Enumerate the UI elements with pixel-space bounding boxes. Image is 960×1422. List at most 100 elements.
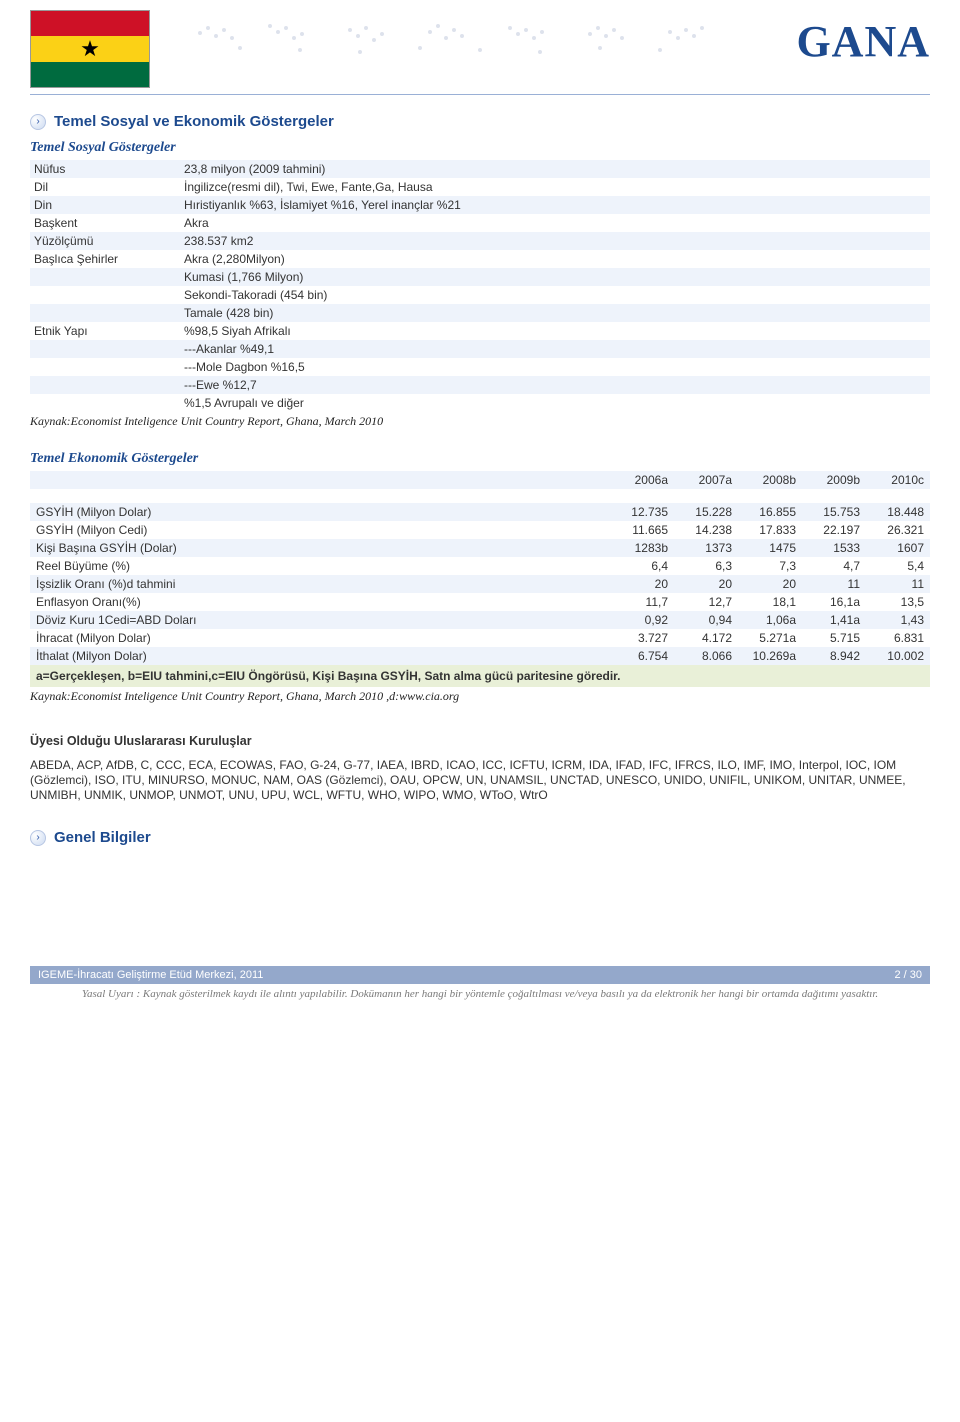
row-label — [30, 376, 180, 394]
table-row: Döviz Kuru 1Cedi=ABD Doları0,920,941,06a… — [30, 611, 930, 629]
metric-label: Döviz Kuru 1Cedi=ABD Doları — [30, 611, 610, 629]
table-row: GSYİH (Milyon Dolar)12.73515.22816.85515… — [30, 503, 930, 521]
subhead-econ: Temel Ekonomik Göstergeler — [30, 451, 930, 467]
table-row: GSYİH (Milyon Cedi)11.66514.23817.83322.… — [30, 521, 930, 539]
metric-label: İşsizlik Oranı (%)d tahmini — [30, 575, 610, 593]
col-year: 2010c — [866, 471, 930, 489]
cell: 11,7 — [610, 593, 674, 611]
table-row: Etnik Yapı%98,5 Siyah Afrikalı — [30, 322, 930, 340]
table-row: İhracat (Milyon Dolar)3.7274.1725.271a5.… — [30, 629, 930, 647]
row-value: 23,8 milyon (2009 tahmini) — [180, 160, 930, 178]
cell: 15.753 — [802, 503, 866, 521]
cell: 11 — [866, 575, 930, 593]
row-value: %98,5 Siyah Afrikalı — [180, 322, 930, 340]
table-row: ---Akanlar %49,1 — [30, 340, 930, 358]
cell: 0,94 — [674, 611, 738, 629]
row-label: Nüfus — [30, 160, 180, 178]
metric-label: İhracat (Milyon Dolar) — [30, 629, 610, 647]
social-indicators-table: Nüfus23,8 milyon (2009 tahmini) Dilİngil… — [30, 160, 930, 412]
header-divider — [30, 94, 930, 95]
row-label: Din — [30, 196, 180, 214]
row-value: %1,5 Avrupalı ve diğer — [180, 394, 930, 412]
country-name: GANA — [796, 16, 930, 67]
table-row: İşsizlik Oranı (%)d tahmini2020201111 — [30, 575, 930, 593]
source-note-1: Kaynak:Economist Inteligence Unit Countr… — [30, 414, 930, 429]
econ-footnote: a=Gerçekleşen, b=EIU tahmini,c=EIU Öngör… — [30, 665, 930, 687]
table-row: ---Mole Dagbon %16,5 — [30, 358, 930, 376]
cell: 13,5 — [866, 593, 930, 611]
section-title: Genel Bilgiler — [54, 829, 151, 846]
metric-label: Enflasyon Oranı(%) — [30, 593, 610, 611]
table-row: DinHıristiyanlık %63, İslamiyet %16, Yer… — [30, 196, 930, 214]
cell: 3.727 — [610, 629, 674, 647]
row-label: Yüzölçümü — [30, 232, 180, 250]
cell: 5.715 — [802, 629, 866, 647]
metric-label: Kişi Başına GSYİH (Dolar) — [30, 539, 610, 557]
col-year: 2008b — [738, 471, 802, 489]
table-row: İthalat (Milyon Dolar)6.7548.06610.269a8… — [30, 647, 930, 665]
cell: 18,1 — [738, 593, 802, 611]
footer-bar: IGEME-İhracatı Geliştirme Etüd Merkezi, … — [30, 966, 930, 984]
cell: 8.942 — [802, 647, 866, 665]
table-row: Yüzölçümü238.537 km2 — [30, 232, 930, 250]
row-value: Tamale (428 bin) — [180, 304, 930, 322]
col-metric — [30, 471, 610, 489]
cell: 10.002 — [866, 647, 930, 665]
section-heading-social-econ: › Temel Sosyal ve Ekonomik Göstergeler — [30, 113, 930, 130]
row-label: Etnik Yapı — [30, 322, 180, 340]
bullet-icon: › — [30, 114, 46, 130]
cell: 1475 — [738, 539, 802, 557]
metric-label: İthalat (Milyon Dolar) — [30, 647, 610, 665]
cell: 6.831 — [866, 629, 930, 647]
row-value: 238.537 km2 — [180, 232, 930, 250]
bullet-icon: › — [30, 830, 46, 846]
cell: 15.228 — [674, 503, 738, 521]
cell: 1,41a — [802, 611, 866, 629]
footer-left: IGEME-İhracatı Geliştirme Etüd Merkezi, … — [38, 969, 263, 981]
row-value: ---Mole Dagbon %16,5 — [180, 358, 930, 376]
cell: 6.754 — [610, 647, 674, 665]
cell: 4.172 — [674, 629, 738, 647]
cell: 16.855 — [738, 503, 802, 521]
table-row: Enflasyon Oranı(%)11,712,718,116,1a13,5 — [30, 593, 930, 611]
row-value: Hıristiyanlık %63, İslamiyet %16, Yerel … — [180, 196, 930, 214]
flag-stripe-green — [31, 62, 149, 87]
table-row: Sekondi-Takoradi (454 bin) — [30, 286, 930, 304]
cell: 5,4 — [866, 557, 930, 575]
table-row: Reel Büyüme (%)6,46,37,34,75,4 — [30, 557, 930, 575]
flag-stripe-yellow: ★ — [31, 36, 149, 61]
cell: 20 — [674, 575, 738, 593]
table-row: Tamale (428 bin) — [30, 304, 930, 322]
cell: 1373 — [674, 539, 738, 557]
row-label — [30, 394, 180, 412]
col-year: 2006a — [610, 471, 674, 489]
cell: 1,06a — [738, 611, 802, 629]
metric-label: GSYİH (Milyon Cedi) — [30, 521, 610, 539]
row-label: Başkent — [30, 214, 180, 232]
cell: 1607 — [866, 539, 930, 557]
world-map-icon — [150, 8, 850, 68]
row-value: Kumasi (1,766 Milyon) — [180, 268, 930, 286]
row-value: İngilizce(resmi dil), Twi, Ewe, Fante,Ga… — [180, 178, 930, 196]
cell: 18.448 — [866, 503, 930, 521]
col-year: 2009b — [802, 471, 866, 489]
cell: 11 — [802, 575, 866, 593]
row-value: Akra — [180, 214, 930, 232]
cell: 11.665 — [610, 521, 674, 539]
econ-indicators-table: 2006a 2007a 2008b 2009b 2010c GSYİH (Mil… — [30, 471, 930, 665]
row-label — [30, 268, 180, 286]
cell: 1283b — [610, 539, 674, 557]
row-value: ---Akanlar %49,1 — [180, 340, 930, 358]
orgs-heading: Üyesi Olduğu Uluslararası Kuruluşlar — [30, 734, 930, 748]
table-row: %1,5 Avrupalı ve diğer — [30, 394, 930, 412]
cell: 5.271a — [738, 629, 802, 647]
cell: 20 — [610, 575, 674, 593]
page-header: ★ GANA — [30, 0, 930, 88]
section-title: Temel Sosyal ve Ekonomik Göstergeler — [54, 113, 334, 130]
cell: 7,3 — [738, 557, 802, 575]
cell: 0,92 — [610, 611, 674, 629]
cell: 10.269a — [738, 647, 802, 665]
metric-label: GSYİH (Milyon Dolar) — [30, 503, 610, 521]
table-row: ---Ewe %12,7 — [30, 376, 930, 394]
row-value: ---Ewe %12,7 — [180, 376, 930, 394]
